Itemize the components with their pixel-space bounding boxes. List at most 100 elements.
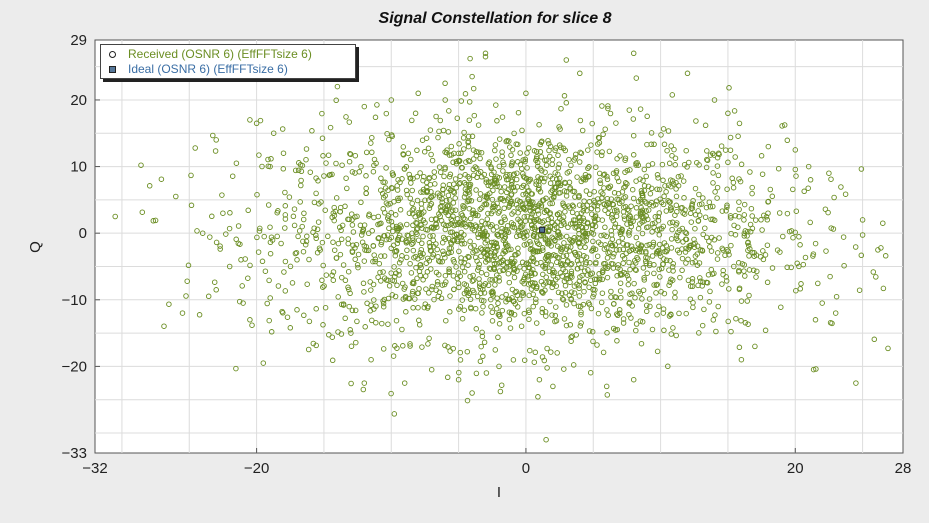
received-point (245, 275, 251, 281)
received-point (267, 239, 274, 246)
y-tick-label: 20 (70, 92, 87, 109)
received-point (233, 236, 239, 243)
received-point (494, 118, 500, 124)
received-point (437, 258, 443, 265)
received-point (707, 152, 714, 158)
received-point (524, 165, 530, 171)
received-point (660, 177, 666, 184)
received-point (643, 224, 650, 231)
received-point (546, 228, 552, 234)
received-point (533, 299, 539, 306)
received-point (635, 198, 642, 205)
received-point (414, 173, 420, 180)
received-point (610, 265, 617, 271)
received-point (522, 156, 529, 163)
received-point (383, 200, 390, 206)
received-point (363, 244, 370, 250)
received-point (545, 216, 552, 223)
received-point (571, 290, 578, 296)
received-point (581, 239, 587, 245)
received-point (484, 216, 491, 222)
received-point (665, 363, 671, 370)
received-point (499, 219, 505, 225)
received-point (810, 253, 816, 259)
received-point (388, 209, 394, 216)
received-point (701, 306, 707, 313)
received-point (491, 169, 497, 176)
received-point (622, 155, 629, 161)
received-point (255, 249, 262, 255)
received-point (659, 161, 666, 168)
received-point (409, 291, 416, 297)
received-point (536, 248, 543, 255)
received-point (417, 252, 424, 259)
received-point (313, 235, 319, 242)
received-point (307, 169, 314, 175)
received-point (567, 262, 574, 268)
received-point (407, 260, 413, 267)
received-point (309, 128, 315, 134)
received-point (494, 295, 500, 301)
received-point (565, 224, 571, 231)
received-point (543, 436, 549, 443)
received-point (741, 217, 747, 223)
received-point (614, 209, 620, 215)
received-point (253, 120, 260, 127)
received-point (304, 281, 310, 287)
received-point (614, 338, 620, 344)
received-point (409, 117, 415, 124)
received-point (468, 244, 474, 250)
received-point (452, 176, 459, 182)
received-point (561, 221, 567, 227)
received-point (706, 238, 712, 245)
received-point (461, 307, 468, 313)
received-point (511, 224, 518, 231)
received-point (366, 211, 372, 218)
received-point (450, 188, 457, 195)
received-point (481, 171, 488, 178)
received-point (540, 271, 546, 278)
received-point (403, 187, 410, 194)
received-point (428, 151, 434, 158)
received-point (213, 239, 220, 246)
received-point (767, 186, 774, 193)
received-point (673, 332, 679, 339)
received-point (360, 386, 367, 393)
received-point (450, 159, 456, 166)
received-point (705, 272, 712, 278)
received-point (749, 190, 755, 197)
received-point (532, 270, 538, 277)
received-point (559, 290, 565, 297)
received-point (716, 235, 722, 241)
received-point (608, 294, 614, 300)
received-point (472, 222, 479, 228)
received-point (514, 170, 520, 176)
received-point (553, 145, 559, 151)
received-point (764, 279, 771, 286)
received-point (319, 135, 326, 141)
received-point (442, 80, 448, 87)
received-point (560, 253, 567, 259)
received-point (456, 234, 462, 240)
received-point (325, 233, 331, 240)
received-point (596, 271, 602, 277)
received-point (161, 323, 167, 329)
received-point (188, 172, 194, 179)
received-point (478, 343, 484, 350)
received-point (761, 212, 767, 219)
received-point (413, 264, 419, 271)
received-point (459, 241, 465, 247)
received-point (447, 171, 454, 178)
received-point (617, 280, 624, 286)
received-point (482, 50, 489, 57)
received-point (527, 347, 533, 354)
received-point (370, 281, 377, 288)
received-point (349, 222, 356, 228)
received-point (327, 171, 333, 178)
received-point (270, 130, 277, 136)
received-point (688, 205, 694, 211)
received-point (552, 147, 558, 154)
received-point (475, 264, 482, 271)
received-point (674, 247, 681, 254)
received-point (409, 280, 416, 287)
